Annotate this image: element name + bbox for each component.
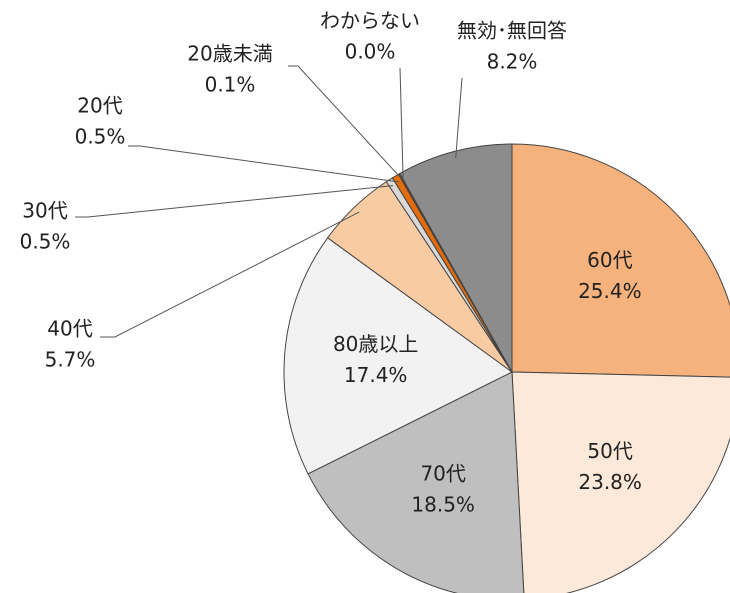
pie-slice	[283, 237, 513, 475]
slice-value-label: 0.0%	[345, 40, 396, 64]
slice-value-label: 23.8%	[578, 470, 642, 494]
slice-label: 20代	[77, 94, 122, 118]
slice-label: 60代	[587, 248, 632, 272]
slice-label: 50代	[587, 439, 632, 463]
slice-value-label: 5.7%	[45, 348, 96, 372]
slice-value-label: 0.1%	[205, 73, 256, 97]
slice-value-label: 18.5%	[411, 493, 475, 517]
slice-label: 20歳未満	[187, 42, 272, 66]
slice-label: 無効･無回答	[457, 19, 567, 43]
leader-line	[100, 211, 360, 338]
slice-value-label: 0.5%	[75, 125, 126, 149]
slice-value-label: 8.2%	[487, 50, 538, 74]
slice-value-label: 25.4%	[578, 279, 642, 303]
slice-label: 80歳以上	[333, 332, 418, 356]
leader-line	[455, 77, 463, 159]
leader-line	[75, 185, 394, 218]
slice-label: 40代	[47, 317, 92, 341]
pie-slice	[307, 371, 525, 593]
leader-line	[399, 67, 404, 180]
slice-label: わからない	[320, 9, 420, 33]
leader-line	[128, 145, 399, 183]
leader-line	[288, 65, 403, 181]
pie-slice	[511, 143, 730, 378]
slice-label: 30代	[22, 199, 67, 223]
slice-value-label: 0.5%	[20, 230, 71, 254]
slice-label: 70代	[420, 462, 465, 486]
slice-value-label: 17.4%	[344, 363, 408, 387]
pie-slice	[511, 371, 730, 593]
